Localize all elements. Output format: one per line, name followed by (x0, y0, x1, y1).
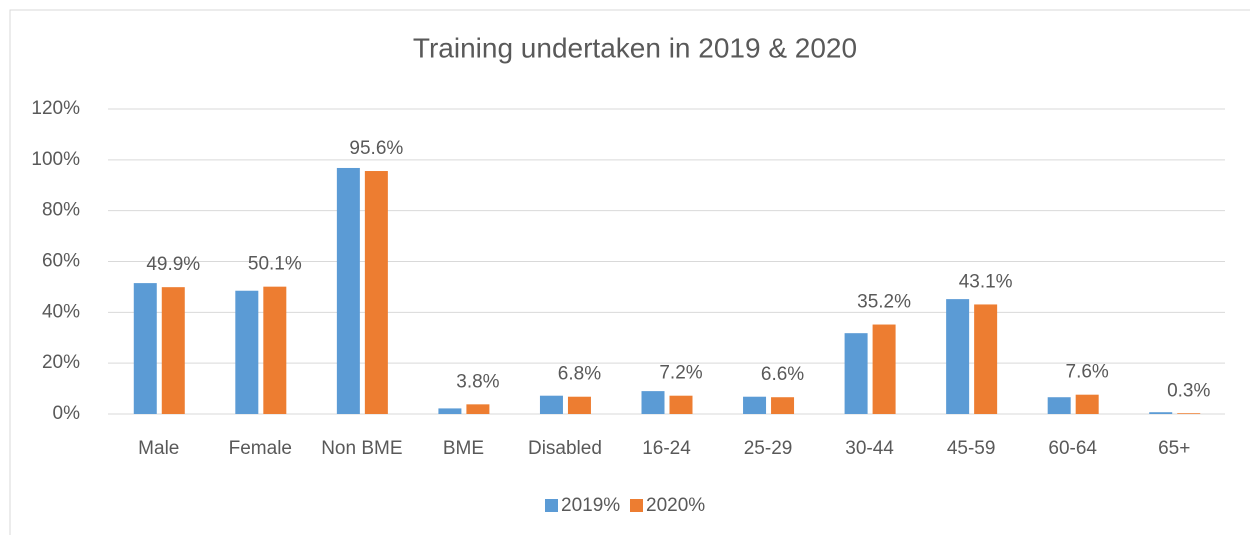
x-tick-label: 45-59 (947, 438, 996, 459)
x-tick-label: 16-24 (642, 438, 691, 459)
x-tick-label: 65+ (1158, 438, 1190, 459)
y-tick-label: 100% (31, 149, 80, 170)
bar (466, 404, 490, 414)
x-tick-label: BME (443, 438, 484, 459)
bar (133, 283, 157, 414)
data-label: 3.8% (456, 371, 499, 392)
bar (974, 304, 998, 414)
bar (161, 287, 185, 414)
bar (669, 395, 693, 414)
data-label: 43.1% (959, 271, 1013, 292)
bar (364, 171, 388, 414)
y-tick-label: 60% (42, 251, 80, 272)
bar (438, 408, 462, 414)
y-tick-label: 120% (31, 98, 80, 119)
bar (946, 299, 970, 414)
data-label: 49.9% (146, 254, 200, 275)
data-label: 6.6% (761, 364, 804, 385)
x-tick-label: 60-64 (1048, 438, 1097, 459)
y-tick-label: 80% (42, 200, 80, 221)
legend-label: 2020% (646, 495, 705, 516)
y-tick-label: 0% (53, 403, 81, 424)
x-tick-label: Female (229, 438, 292, 459)
bar (539, 395, 563, 414)
legend-label: 2019% (561, 495, 620, 516)
x-tick-label: Male (138, 438, 179, 459)
bar (641, 391, 665, 414)
x-tick-label: 30-44 (845, 438, 894, 459)
x-tick-label: Non BME (321, 438, 402, 459)
data-label: 7.6% (1066, 362, 1109, 383)
bar (771, 397, 795, 414)
legend-swatch (545, 499, 558, 512)
bar (1177, 413, 1201, 414)
data-label: 35.2% (857, 292, 911, 313)
chart-frame (9, 9, 1250, 535)
bar (567, 396, 591, 414)
bar (872, 324, 896, 414)
data-label: 7.2% (659, 363, 702, 384)
data-label: 0.3% (1167, 380, 1210, 401)
x-tick-label: 25-29 (744, 438, 793, 459)
chart-title: Training undertaken in 2019 & 2020 (413, 32, 857, 63)
y-tick-label: 20% (42, 352, 80, 373)
bar (336, 167, 360, 414)
bar (1149, 412, 1173, 414)
bar (235, 290, 259, 414)
bar (1075, 394, 1099, 414)
x-tick-label: Disabled (528, 438, 602, 459)
data-label: 95.6% (349, 138, 403, 159)
bar (1047, 397, 1071, 414)
data-label: 50.1% (248, 254, 302, 275)
bar (743, 396, 767, 414)
data-label: 6.8% (558, 364, 601, 385)
bar (263, 286, 287, 414)
legend-swatch (630, 499, 643, 512)
bar (844, 333, 868, 414)
y-tick-label: 40% (42, 301, 80, 322)
